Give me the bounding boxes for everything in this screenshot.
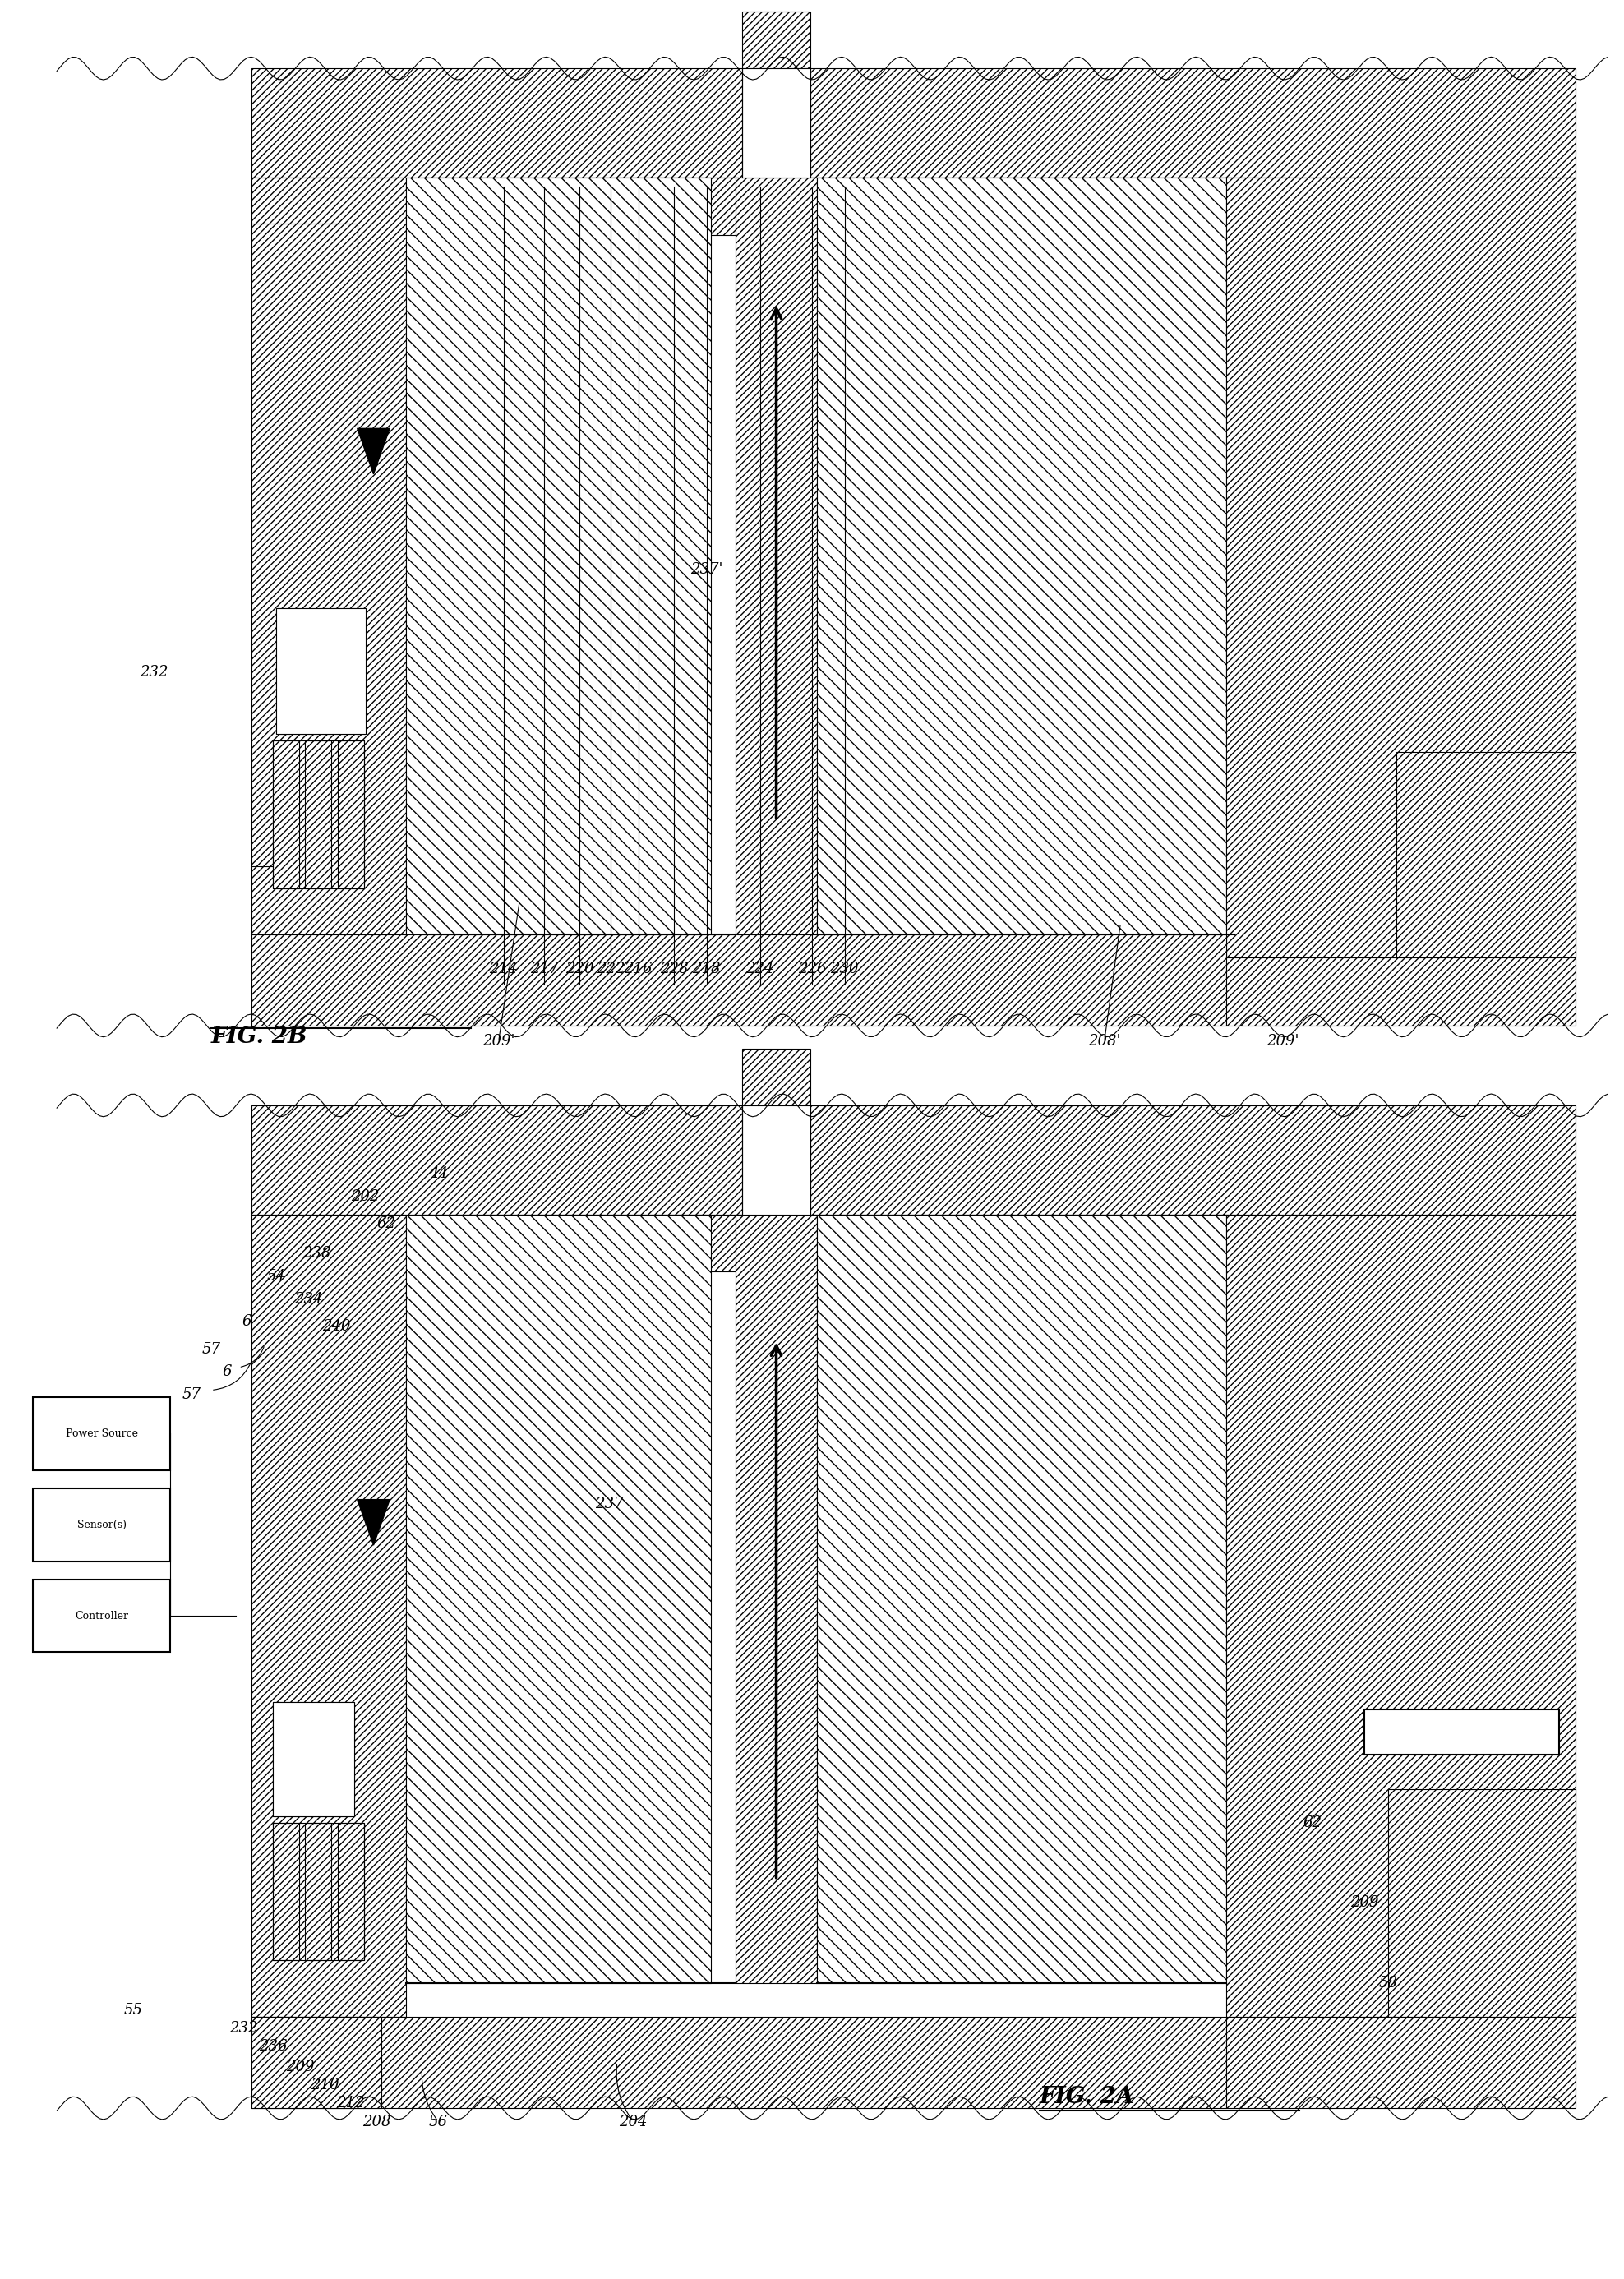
Polygon shape [406, 1215, 711, 1983]
Polygon shape [1389, 1789, 1575, 2017]
FancyBboxPatch shape [32, 1488, 171, 1561]
Polygon shape [736, 1215, 817, 1983]
Text: 62: 62 [377, 1217, 396, 1231]
Text: Power Source: Power Source [65, 1429, 138, 1438]
Polygon shape [252, 1105, 1575, 1215]
Text: 56: 56 [429, 2115, 448, 2129]
Polygon shape [252, 2017, 1226, 2108]
Polygon shape [1226, 2017, 1575, 2108]
Polygon shape [736, 178, 817, 957]
Polygon shape [252, 1215, 406, 2017]
Text: 210: 210 [310, 2078, 339, 2092]
Text: 209': 209' [1267, 1035, 1299, 1048]
Polygon shape [273, 741, 364, 889]
Text: 232: 232 [140, 665, 169, 679]
Polygon shape [273, 1702, 354, 1816]
Text: 209': 209' [482, 1035, 515, 1048]
Polygon shape [357, 428, 390, 474]
Polygon shape [1226, 1215, 1575, 2017]
Text: 54: 54 [266, 1269, 286, 1283]
Polygon shape [817, 178, 1226, 957]
Text: 230: 230 [830, 962, 859, 975]
Polygon shape [742, 68, 810, 178]
Polygon shape [357, 1500, 390, 1545]
Polygon shape [422, 1215, 1234, 1272]
Text: 57: 57 [201, 1342, 221, 1356]
Text: 208': 208' [1088, 1035, 1121, 1048]
Text: 238: 238 [302, 1247, 331, 1260]
Polygon shape [1226, 178, 1575, 957]
Bar [338, 1823, 364, 1960]
Polygon shape [276, 608, 365, 734]
Polygon shape [742, 1048, 810, 1105]
Text: 6: 6 [222, 1365, 232, 1379]
Text: 6: 6 [242, 1315, 252, 1329]
Bar [305, 1823, 331, 1960]
Text: 58: 58 [1379, 1976, 1398, 1990]
Text: FIG. 2B: FIG. 2B [211, 1026, 307, 1048]
Polygon shape [273, 1702, 354, 1816]
Text: 236: 236 [258, 2040, 287, 2053]
Text: 209: 209 [286, 2060, 315, 2074]
Polygon shape [252, 178, 406, 934]
Text: 237': 237' [690, 563, 723, 577]
Text: 62: 62 [1302, 1816, 1322, 1830]
Text: 226: 226 [797, 962, 827, 975]
Text: FIG. 2A: FIG. 2A [1039, 2085, 1134, 2108]
Text: 217: 217 [529, 962, 559, 975]
Text: Sensor(s): Sensor(s) [76, 1520, 127, 1529]
Bar [305, 741, 331, 889]
Bar [273, 741, 299, 889]
Polygon shape [252, 68, 1575, 178]
Text: 209: 209 [1350, 1896, 1379, 1910]
Text: 232: 232 [229, 2021, 258, 2035]
Polygon shape [252, 223, 357, 866]
Text: 216: 216 [624, 962, 653, 975]
Polygon shape [817, 1215, 1226, 1983]
Text: 237: 237 [594, 1497, 624, 1511]
Text: 228: 228 [659, 962, 689, 975]
Polygon shape [742, 11, 810, 68]
Text: 202: 202 [351, 1190, 380, 1203]
Text: 234: 234 [294, 1292, 323, 1306]
FancyBboxPatch shape [32, 1579, 171, 1652]
Text: Controller: Controller [75, 1611, 128, 1620]
Text: 55: 55 [123, 2003, 143, 2017]
Polygon shape [422, 178, 1234, 235]
Text: 222: 222 [596, 962, 625, 975]
Text: 218: 218 [692, 962, 721, 975]
FancyBboxPatch shape [32, 1397, 171, 1470]
Polygon shape [273, 1823, 364, 1960]
Bar [338, 741, 364, 889]
Text: 214: 214 [489, 962, 518, 975]
Polygon shape [276, 608, 365, 734]
Polygon shape [1397, 752, 1575, 957]
Text: 204: 204 [619, 2115, 648, 2129]
Text: 240: 240 [322, 1320, 351, 1333]
Text: 220: 220 [565, 962, 594, 975]
Polygon shape [406, 178, 711, 957]
Polygon shape [252, 2017, 382, 2108]
Polygon shape [1226, 957, 1575, 1026]
Bar [273, 1823, 299, 1960]
Polygon shape [1364, 1709, 1559, 1755]
Text: 57: 57 [182, 1388, 201, 1402]
Polygon shape [742, 1105, 810, 1215]
Text: 212: 212 [336, 2097, 365, 2110]
Text: 44: 44 [429, 1167, 448, 1181]
Text: 224: 224 [745, 962, 775, 975]
Polygon shape [252, 934, 1226, 1026]
Text: 208: 208 [362, 2115, 391, 2129]
